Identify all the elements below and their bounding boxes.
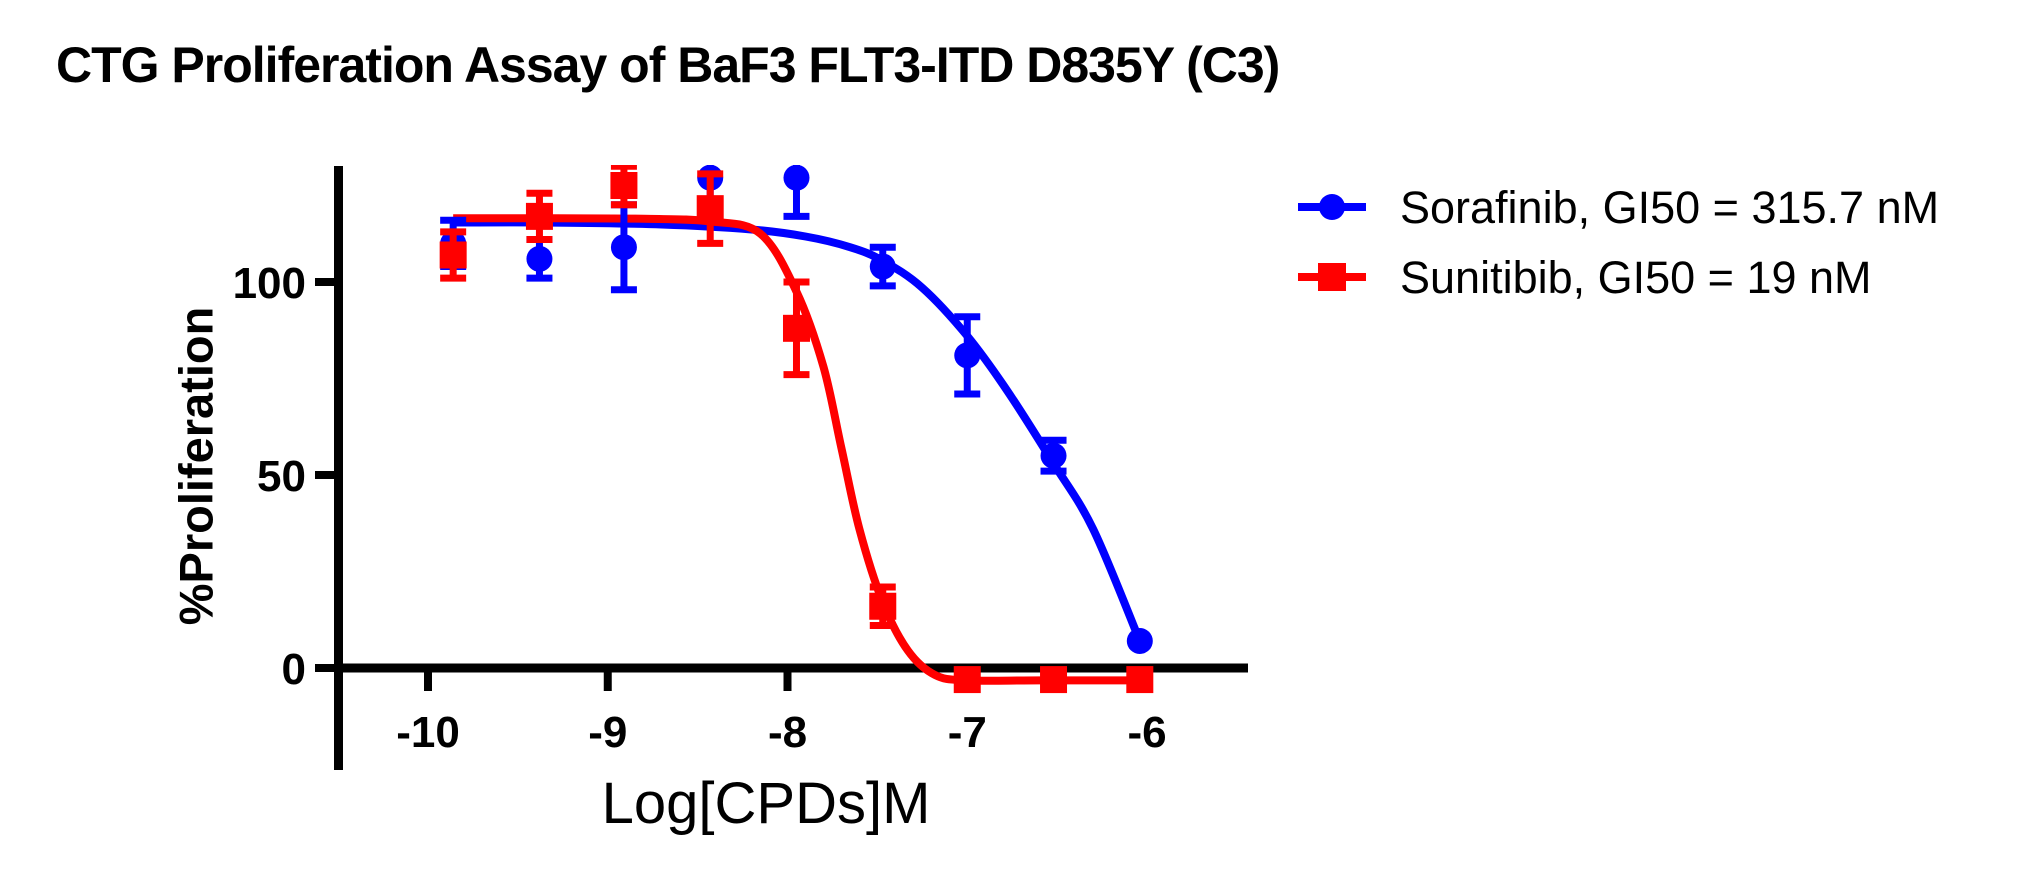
- sunitibib-point: [1126, 666, 1154, 694]
- chart-title: CTG Proliferation Assay of BaF3 FLT3-ITD…: [56, 37, 1280, 93]
- sorafinib-point: [526, 245, 553, 272]
- sunitibib-point: [869, 592, 897, 620]
- sorafinib-circle-marker-icon: [1296, 188, 1368, 226]
- x-tick-label: -7: [948, 708, 987, 757]
- x-tick-label: -8: [768, 708, 807, 757]
- sunitibib-point: [696, 195, 724, 223]
- sunitibib-point: [525, 202, 553, 230]
- y-tick-label: 100: [233, 259, 306, 308]
- legend: Sorafinib, GI50 = 315.7 nM Sunitibib, GI…: [1296, 184, 1939, 300]
- circle-glyph: [1298, 194, 1366, 220]
- square-glyph: [1298, 263, 1366, 291]
- y-axis-title: %Proliferation: [169, 306, 223, 626]
- sunitibib-point: [953, 666, 981, 694]
- sorafinib-point: [1126, 627, 1153, 654]
- sunitibib-point: [782, 314, 810, 342]
- x-tick-label: -6: [1127, 708, 1166, 757]
- x-axis-title: Log[CPDs]M: [601, 771, 931, 836]
- data-layer: [439, 165, 1154, 694]
- y-tick-label: 50: [257, 452, 306, 501]
- sorafinib-point: [1040, 442, 1067, 469]
- legend-item-sunitibib: Sunitibib, GI50 = 19 nM: [1296, 254, 1939, 300]
- sorafinib-point: [954, 342, 981, 369]
- legend-label-sorafinib: Sorafinib, GI50 = 315.7 nM: [1400, 181, 1940, 233]
- legend-item-sorafinib: Sorafinib, GI50 = 315.7 nM: [1296, 184, 1939, 230]
- sunitibib-point: [1040, 666, 1068, 694]
- sorafinib-point: [783, 165, 810, 191]
- sorafinib-point: [610, 234, 637, 261]
- y-tick-label: 0: [282, 645, 306, 694]
- x-tick-label: -9: [588, 708, 627, 757]
- sorafinib-point: [869, 253, 896, 280]
- legend-label-sunitibib: Sunitibib, GI50 = 19 nM: [1400, 251, 1872, 303]
- sunitibib-point: [439, 241, 467, 269]
- sunitibib-square-marker-icon: [1296, 258, 1368, 296]
- sunitibib-point: [610, 172, 638, 199]
- x-tick-label: -10: [396, 708, 460, 757]
